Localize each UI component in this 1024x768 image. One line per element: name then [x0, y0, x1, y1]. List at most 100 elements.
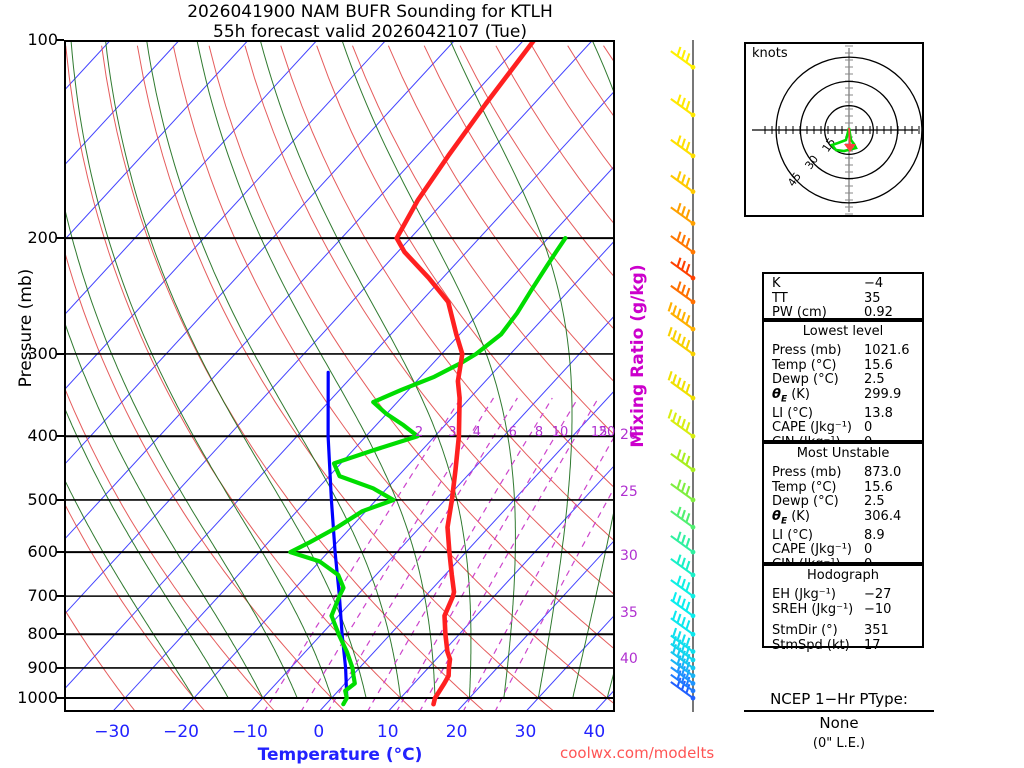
table-row-key: Press (mb) — [772, 343, 842, 358]
mixing-ratio-label: 10 — [551, 425, 569, 440]
most-unstable-table: Most Unstable Press (mb) 873.0 Temp (°C) 15.… — [762, 442, 924, 571]
table-row-value: 8.9 — [864, 527, 885, 543]
table-row: StmDir (°) 351 — [764, 623, 922, 639]
wind-barb — [670, 202, 696, 226]
table-section-heading: Hodograph — [807, 568, 879, 583]
skewt-diagram — [64, 40, 615, 712]
temperature-axis-label: Temperature (°C) — [257, 745, 423, 765]
table-row: Temp (°C) 15.6 — [764, 479, 922, 496]
wind-barb — [670, 554, 696, 578]
hodograph-units-label: knots — [752, 46, 788, 61]
wind-barb — [670, 171, 696, 195]
table-row-key: TT — [772, 290, 788, 306]
mixing-ratio-right-label: 40 — [620, 651, 638, 667]
table-row-value: 15.6 — [864, 357, 893, 373]
table-row-key: Temp (°C) — [772, 479, 837, 495]
table-row: SREH (Jkg⁻¹) −10 — [764, 602, 922, 618]
wind-barb — [670, 662, 696, 686]
pressure-tick-label: 400 — [27, 426, 58, 446]
indices-table: K −4 TT 35 PW (cm) 0.92 — [762, 272, 924, 320]
table-row: Press (mb) 1021.6 — [764, 343, 922, 359]
pressure-tick-label: 200 — [27, 228, 58, 248]
mixing-ratio-right-label: 25 — [620, 484, 638, 500]
table-row-value: 873.0 — [864, 465, 902, 480]
table-row-value: −4 — [864, 276, 884, 291]
wind-barb — [670, 479, 696, 503]
pressure-axis-label: Pressure (mb) — [16, 268, 36, 388]
wind-barb — [670, 257, 696, 281]
wind-barb — [670, 610, 696, 637]
table-section-heading: Most Unstable — [796, 446, 890, 461]
table-section-heading: Lowest level — [802, 324, 884, 339]
table-row-value: 2.5 — [864, 494, 885, 509]
table-row-value: 13.8 — [864, 405, 893, 421]
lowest-level-table: Lowest level Press (mb) 1021.6 Temp (°C) 15.… — [762, 320, 924, 449]
pressure-tick — [56, 595, 64, 598]
pressure-tick-label: 500 — [27, 489, 58, 509]
temperature-tick-label: 0 — [313, 722, 325, 742]
table-row-key: CAPE (Jkg⁻¹) — [772, 420, 852, 436]
pressure-tick-label: 1000 — [17, 688, 58, 708]
table-row: LI (°C) 13.8 — [764, 405, 922, 422]
wind-barb — [670, 231, 696, 255]
table-row-value: 1021.6 — [864, 343, 910, 358]
table-row-value: 15.6 — [864, 479, 893, 495]
ptype-liquid-equivalent: (0" L.E.) — [812, 736, 866, 751]
temperature-tick-label: 20 — [445, 722, 468, 742]
table-row-key: LI (°C) — [772, 405, 813, 421]
pressure-tick — [56, 498, 64, 501]
temperature-tick-label: 30 — [514, 722, 537, 742]
table-row-key: EH (Jkg⁻¹) — [772, 587, 836, 602]
title-line-2: 55h forecast valid 2026042107 (Tue) — [213, 22, 527, 42]
mixing-ratio-right-label: 35 — [620, 605, 638, 621]
table-row: Dewp (°C) 2.5 — [764, 494, 922, 510]
table-row: Dewp (°C) 2.5 — [764, 372, 922, 388]
pressure-tick-label: 900 — [27, 657, 58, 677]
table-row: Temp (°C) 15.6 — [764, 357, 922, 374]
table-row-key: θE (K) — [772, 386, 810, 405]
pressure-tick — [56, 666, 64, 669]
temperature-tick-label: −20 — [163, 722, 200, 742]
table-row-key: K — [772, 276, 781, 291]
wind-barb — [667, 302, 696, 332]
mixing-ratio-right-label: 20 — [620, 427, 638, 443]
temperature-tick-label: −10 — [232, 722, 268, 742]
wind-barb — [670, 94, 696, 118]
ptype-value: None — [819, 714, 859, 732]
table-row: EH (Jkg⁻¹) −27 — [764, 587, 922, 603]
table-row-value: 17 — [864, 637, 881, 653]
title-line-1: 2026041900 NAM BUFR Sounding for KTLH — [187, 2, 553, 22]
pressure-tick-label: 600 — [27, 542, 58, 562]
wind-barb — [670, 281, 696, 305]
table-row: θE (K) 299.9 — [764, 386, 922, 407]
mixing-ratio-axis-label: Mixing Ratio (g/kg) — [628, 264, 648, 448]
hodograph-panel: 15 30 45 — [744, 42, 934, 217]
table-row: CAPE (Jkg⁻¹) 0 — [764, 543, 922, 558]
pressure-tick-label: 700 — [27, 586, 58, 606]
table-row-key: LI (°C) — [772, 527, 813, 543]
table-row-value: −27 — [864, 587, 892, 602]
table-row: PW (cm) 0.92 — [764, 305, 922, 321]
watermark: coolwx.com/modelts — [560, 744, 715, 762]
mixing-ratio-label: 15 — [590, 425, 608, 440]
mixing-ratio-label: 4 — [472, 425, 482, 440]
pressure-tick — [56, 633, 64, 636]
table-row-key: Press (mb) — [772, 465, 842, 480]
wind-barb-column — [667, 40, 696, 712]
wind-barb — [670, 677, 696, 701]
wind-barb — [670, 449, 696, 473]
table-row-value: 306.4 — [864, 508, 902, 524]
hodograph-table: Hodograph EH (Jkg⁻¹) −27 SREH (Jkg⁻¹) −10 Stm… — [762, 564, 924, 652]
chart-title-block: 2026041900 NAM BUFR Sounding for KTLH 55… — [0, 2, 740, 42]
table-row: CAPE (Jkg⁻¹) 0 — [764, 421, 922, 436]
pressure-tick — [56, 352, 64, 355]
mixing-ratio-label: 3 — [448, 425, 457, 440]
ptype-heading: NCEP 1−Hr PType: — [744, 690, 934, 712]
pressure-tick — [56, 435, 64, 438]
wind-barb — [670, 655, 696, 679]
wind-barb — [670, 575, 696, 599]
table-row: TT 35 — [764, 290, 922, 307]
mixing-ratio-right-label: 30 — [620, 548, 638, 564]
table-row: Press (mb) 873.0 — [764, 465, 922, 481]
